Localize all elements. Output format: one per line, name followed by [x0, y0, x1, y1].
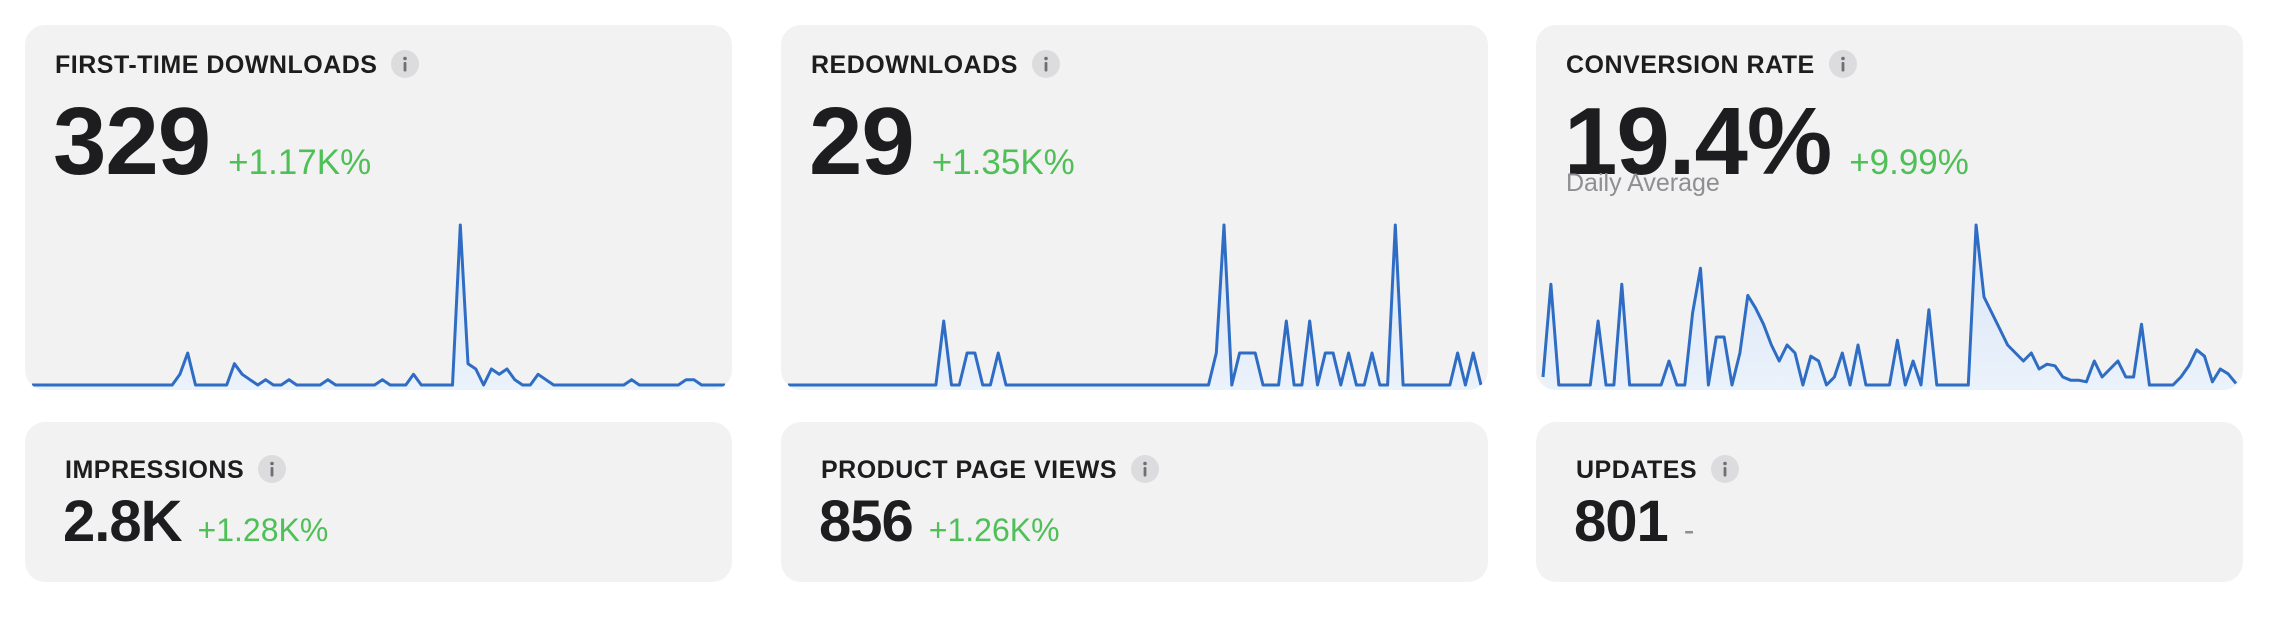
- card-title: REDOWNLOADS: [811, 51, 1018, 79]
- sparkline: [1541, 223, 2238, 390]
- info-icon[interactable]: [258, 454, 287, 483]
- card-title-row: FIRST-TIME DOWNLOADS: [55, 49, 420, 80]
- card-change: +1.28K%: [197, 512, 329, 548]
- card-title-row: CONVERSION RATE: [1566, 49, 1857, 80]
- card-change: +1.17K%: [228, 143, 372, 182]
- sparkline-line: [788, 223, 1483, 387]
- info-icon[interactable]: [1031, 49, 1060, 78]
- sparkline-area: [788, 225, 1481, 390]
- metric-card[interactable]: UPDATES 801-: [1536, 422, 2243, 582]
- card-title-row: IMPRESSIONS: [65, 454, 287, 485]
- sparkline: [32, 223, 725, 390]
- card-value: 29: [809, 88, 915, 195]
- info-icon[interactable]: [1131, 454, 1160, 483]
- card-value: 801: [1574, 489, 1669, 554]
- metric-card[interactable]: IMPRESSIONS 2.8K +1.28K%: [25, 422, 732, 582]
- card-value: 2.8K: [63, 489, 183, 554]
- card-title: UPDATES: [1576, 456, 1698, 484]
- metric-card[interactable]: FIRST-TIME DOWNLOADS 329 +1.17K%: [25, 25, 732, 390]
- card-value-row: 329 +1.17K%: [53, 87, 371, 197]
- card-title: IMPRESSIONS: [65, 456, 245, 484]
- metric-card[interactable]: CONVERSION RATE 19.4% +9.99% Daily Averag…: [1536, 25, 2243, 390]
- card-change: +1.35K%: [931, 143, 1075, 182]
- card-title: FIRST-TIME DOWNLOADS: [55, 51, 378, 79]
- sparkline-area: [1543, 225, 2236, 390]
- card-title-row: UPDATES: [1576, 454, 1740, 485]
- sparkline: [788, 223, 1483, 390]
- sparkline-area: [32, 225, 725, 390]
- metric-card[interactable]: PRODUCT PAGE VIEWS 856 +1.26K%: [781, 422, 1488, 582]
- card-title-row: PRODUCT PAGE VIEWS: [821, 454, 1160, 485]
- card-value-row: 29 +1.35K%: [809, 87, 1075, 197]
- card-value-row: 801-: [1574, 488, 1694, 555]
- card-value-row: 19.4% +9.99%: [1564, 87, 1969, 197]
- card-change: -: [1683, 512, 1695, 548]
- card-value-row: 856 +1.26K%: [819, 488, 1060, 555]
- metric-card[interactable]: REDOWNLOADS 29 +1.35K%: [781, 25, 1488, 390]
- card-value: 329: [53, 88, 211, 195]
- card-title: PRODUCT PAGE VIEWS: [821, 456, 1118, 484]
- card-title-row: REDOWNLOADS: [811, 49, 1060, 80]
- card-title: CONVERSION RATE: [1566, 51, 1815, 79]
- card-value-row: 2.8K +1.28K%: [63, 488, 328, 555]
- card-subtitle: Daily Average: [1566, 169, 1720, 197]
- sparkline-line: [1541, 223, 2238, 387]
- sparkline-line: [32, 223, 725, 387]
- info-icon[interactable]: [1711, 454, 1740, 483]
- card-change: +1.26K%: [928, 512, 1060, 548]
- card-value: 856: [819, 489, 914, 554]
- info-icon[interactable]: [1828, 49, 1857, 78]
- card-value: 19.4%: [1564, 88, 1832, 195]
- info-icon[interactable]: [391, 49, 420, 78]
- card-change: +9.99%: [1849, 143, 1969, 182]
